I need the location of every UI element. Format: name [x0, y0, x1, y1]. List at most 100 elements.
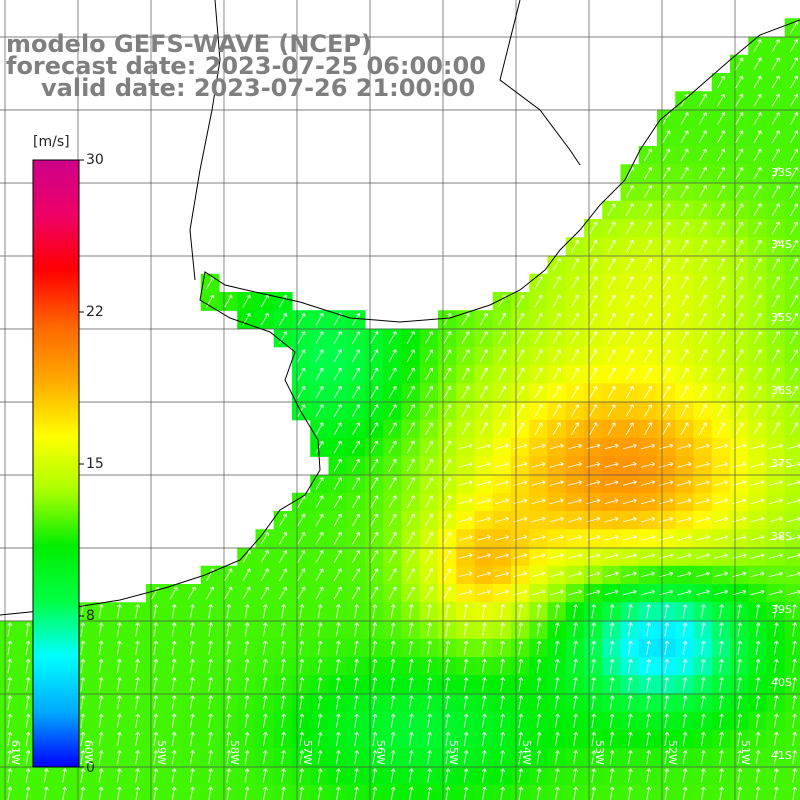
wind-speed-cell	[784, 711, 800, 731]
wind-arrow	[662, 258, 671, 271]
latitude-label: 34S	[771, 238, 792, 251]
wind-speed-cell	[584, 383, 603, 403]
wind-arrow	[370, 513, 379, 527]
wind-arrow	[698, 112, 707, 125]
wind-arrow	[260, 294, 269, 308]
wind-arrow	[607, 385, 616, 399]
wind-speed-cell	[784, 273, 800, 293]
wind-arrow	[644, 221, 653, 235]
wind-arrow	[317, 658, 323, 674]
wind-speed-cell	[693, 109, 713, 129]
wind-arrow	[388, 331, 397, 344]
wind-arrow	[750, 480, 765, 486]
wind-arrow	[427, 731, 432, 747]
wind-arrow	[354, 640, 359, 655]
wind-arrow	[281, 768, 286, 783]
wind-arrow	[695, 498, 710, 505]
wind-arrow	[458, 480, 473, 486]
wind-arrow	[25, 695, 31, 710]
wind-speed-cell	[748, 237, 768, 257]
wind-speed-cell	[401, 529, 421, 549]
wind-speed-cell	[401, 547, 421, 567]
wind-arrow	[571, 239, 580, 253]
model-title: modelo GEFS-WAVE (NCEP)	[6, 30, 372, 58]
wind-arrow	[555, 750, 560, 765]
wind-arrow	[698, 130, 707, 144]
wind-arrow	[190, 768, 195, 783]
wind-arrow	[531, 553, 546, 559]
wind-arrow	[226, 604, 232, 619]
wind-arrow	[646, 768, 651, 783]
wind-arrow	[589, 239, 598, 253]
wind-arrow	[622, 571, 637, 578]
wind-speed-cell	[784, 182, 800, 202]
wind-arrow	[717, 221, 726, 235]
wind-arrow	[226, 713, 232, 728]
wind-arrow	[680, 276, 689, 290]
wind-arrow	[482, 622, 487, 637]
wind-arrow	[567, 589, 582, 596]
wind-arrow	[662, 385, 671, 399]
wind-arrow	[208, 731, 213, 747]
wind-arrow	[244, 768, 250, 783]
wind-arrow	[646, 677, 651, 692]
wind-arrow	[701, 640, 706, 655]
wind-arrow	[354, 786, 359, 800]
wind-arrow	[753, 331, 762, 344]
wind-speed-cell	[766, 73, 786, 92]
coastline-path	[0, 19, 800, 616]
wind-arrow	[315, 477, 324, 490]
wind-arrow	[372, 695, 378, 710]
wind-arrow	[135, 622, 140, 637]
wind-arrow	[117, 640, 122, 655]
wind-arrow	[500, 750, 505, 765]
wind-arrow	[573, 731, 578, 747]
wind-speed-cell	[273, 565, 293, 585]
wind-speed-cell	[456, 383, 476, 403]
wind-arrow	[701, 695, 706, 710]
wind-arrow	[680, 258, 689, 271]
wind-arrow	[244, 677, 250, 692]
wind-arrow	[531, 589, 546, 596]
wind-arrow	[333, 513, 342, 527]
wind-arrow	[750, 589, 765, 596]
wind-arrow	[680, 112, 689, 125]
wind-arrow	[552, 404, 561, 417]
wind-arrow	[388, 349, 397, 363]
wind-arrow	[774, 786, 779, 800]
wind-arrow	[263, 786, 268, 800]
wind-speed-cell	[784, 730, 800, 749]
wind-arrow	[445, 695, 451, 710]
wind-speed-cell	[547, 419, 567, 439]
wind-arrow	[646, 750, 651, 765]
wind-arrow	[755, 713, 761, 728]
forecast-date: forecast date: 2023-07-25 06:00:00	[6, 52, 486, 80]
wind-arrow	[494, 553, 509, 559]
wind-arrow	[735, 57, 744, 71]
wind-arrow	[352, 422, 361, 436]
wind-arrow	[774, 768, 779, 783]
wind-arrow	[753, 203, 762, 217]
wind-arrow	[771, 422, 780, 436]
wind-arrow	[352, 550, 361, 563]
wind-arrow	[549, 553, 564, 559]
wind-arrow	[500, 786, 505, 800]
wind-arrow	[549, 480, 564, 486]
wind-arrow	[80, 640, 86, 655]
wind-speed-cell	[766, 182, 786, 202]
wind-arrow	[315, 349, 324, 363]
wind-arrow	[662, 312, 671, 326]
wind-arrow	[98, 695, 104, 710]
wind-arrow	[567, 571, 582, 578]
wind-arrow	[607, 276, 616, 290]
wind-arrow	[591, 622, 597, 637]
wind-speed-cell	[511, 292, 530, 311]
wind-arrow	[206, 586, 215, 600]
wind-arrow	[677, 553, 692, 559]
wind-speed-cell	[310, 565, 330, 585]
wind-speed-cell	[620, 292, 640, 311]
wind-speed-cell	[456, 346, 476, 366]
wind-arrow	[622, 553, 637, 559]
wind-arrow	[753, 130, 762, 144]
longitude-label: 53W	[593, 740, 606, 765]
